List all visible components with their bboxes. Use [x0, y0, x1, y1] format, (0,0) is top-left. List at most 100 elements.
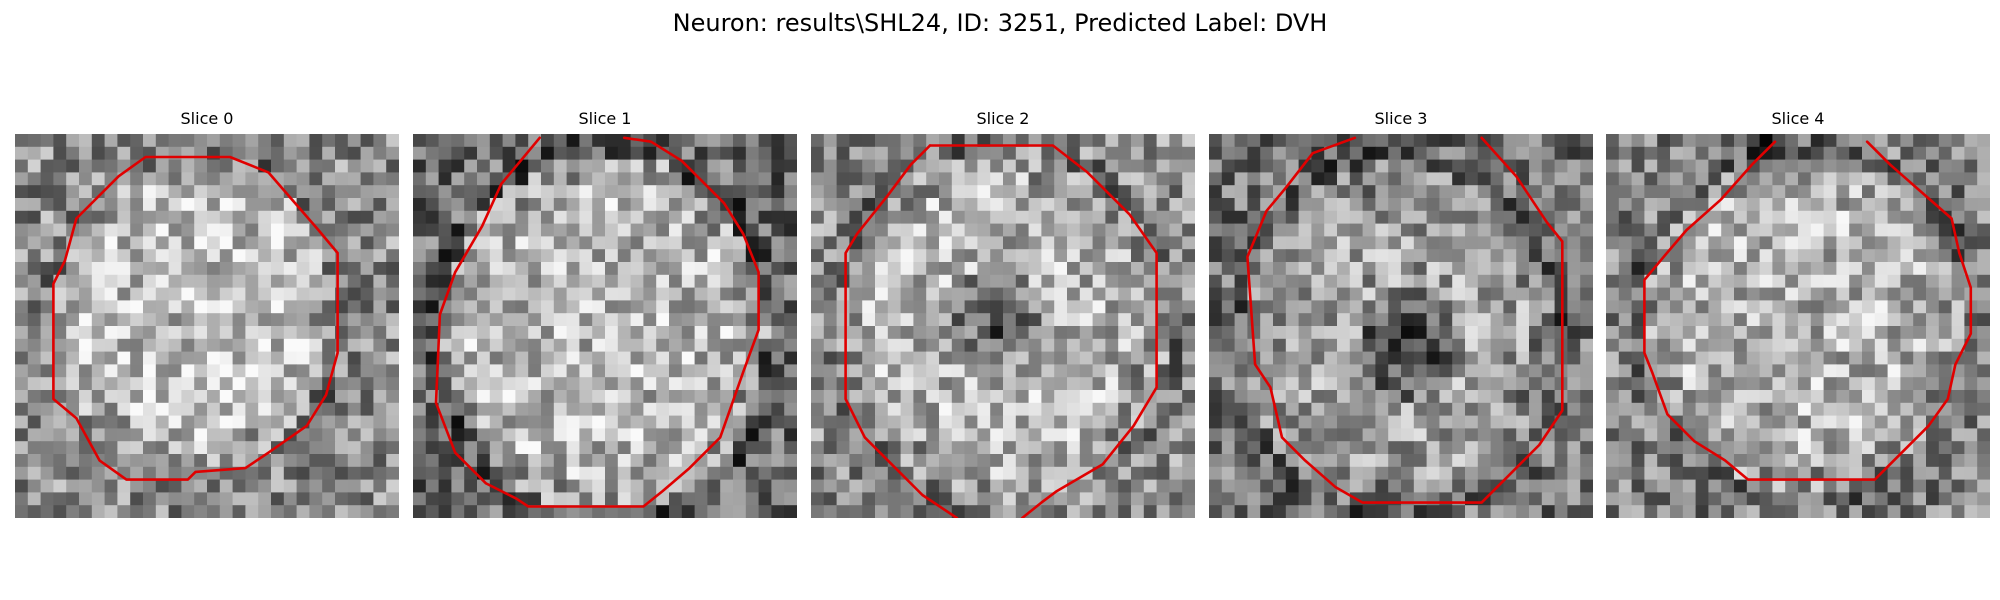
- pixel: [130, 390, 144, 404]
- pixel: [258, 466, 272, 480]
- pixel: [1977, 274, 1990, 288]
- pixel: [875, 313, 889, 327]
- pixel: [1067, 274, 1081, 288]
- pixel: [990, 466, 1004, 480]
- pixel: [720, 492, 734, 506]
- pixel: [1862, 428, 1876, 442]
- pixel: [1003, 415, 1017, 429]
- pixel: [1273, 172, 1287, 186]
- pixel: [1413, 364, 1427, 378]
- pixel: [1143, 351, 1157, 365]
- pixel: [1490, 402, 1504, 416]
- pixel: [1708, 236, 1722, 250]
- pixel: [1413, 287, 1427, 301]
- pixel: [1388, 300, 1402, 314]
- pixel: [413, 236, 427, 250]
- pixel: [1606, 505, 1620, 518]
- pixel: [605, 402, 619, 416]
- pixel: [1234, 364, 1248, 378]
- pixel: [1721, 390, 1735, 404]
- pixel: [681, 313, 695, 327]
- pixel: [1682, 351, 1696, 365]
- pixel: [232, 146, 246, 160]
- pixel: [1079, 505, 1093, 518]
- pixel: [1234, 377, 1248, 391]
- pixel: [617, 454, 631, 468]
- pixel: [219, 338, 233, 352]
- pixel: [1503, 172, 1517, 186]
- pixel: [40, 377, 54, 391]
- pixel: [335, 390, 349, 404]
- pixel: [425, 274, 439, 288]
- pixel: [1670, 441, 1684, 455]
- pixel: [1580, 441, 1593, 455]
- pixel: [79, 466, 93, 480]
- pixel: [681, 428, 695, 442]
- pixel: [541, 338, 555, 352]
- pixel: [130, 185, 144, 199]
- pixel: [977, 505, 991, 518]
- pixel: [425, 236, 439, 250]
- pixel: [168, 159, 182, 173]
- pixel: [811, 223, 825, 237]
- pixel: [1606, 492, 1620, 506]
- pixel: [1209, 454, 1223, 468]
- pixel: [1477, 505, 1491, 518]
- pixel: [1862, 313, 1876, 327]
- pixel: [1477, 454, 1491, 468]
- pixel: [1465, 210, 1479, 224]
- pixel: [1156, 185, 1170, 199]
- pixel: [1169, 351, 1183, 365]
- pixel: [1721, 466, 1735, 480]
- pixel: [27, 415, 41, 429]
- pixel: [1938, 479, 1952, 493]
- pixel: [875, 505, 889, 518]
- pixel: [438, 364, 452, 378]
- pixel: [1580, 287, 1593, 301]
- pixel: [40, 146, 54, 160]
- pixel: [964, 146, 978, 160]
- pixel: [283, 441, 297, 455]
- pixel: [977, 428, 991, 442]
- pixel: [322, 338, 336, 352]
- pixel: [271, 236, 285, 250]
- pixel: [296, 249, 310, 263]
- pixel: [1079, 262, 1093, 276]
- pixel: [1375, 505, 1389, 518]
- pixel: [1874, 454, 1888, 468]
- pixel: [1657, 223, 1671, 237]
- pixel: [1388, 351, 1402, 365]
- pixel: [258, 415, 272, 429]
- pixel: [1606, 287, 1620, 301]
- pixel: [1131, 428, 1145, 442]
- pixel: [130, 428, 144, 442]
- pixel: [1273, 351, 1287, 365]
- pixel: [849, 338, 863, 352]
- pixel: [964, 415, 978, 429]
- pixel: [617, 159, 631, 173]
- pixel: [1003, 390, 1017, 404]
- pixel: [1490, 492, 1504, 506]
- pixel: [1785, 441, 1799, 455]
- pixel: [386, 351, 399, 365]
- pixel: [1298, 428, 1312, 442]
- pixel: [1311, 185, 1325, 199]
- pixel: [579, 146, 593, 160]
- pixel: [694, 466, 708, 480]
- pixel: [425, 505, 439, 518]
- pixel: [1759, 198, 1773, 212]
- pixel: [1028, 274, 1042, 288]
- pixel: [309, 185, 323, 199]
- pixel: [1401, 428, 1415, 442]
- pixel: [1849, 428, 1863, 442]
- pixel: [913, 223, 927, 237]
- pixel: [283, 390, 297, 404]
- pixel: [296, 492, 310, 506]
- pixel: [79, 134, 93, 148]
- pixel: [977, 159, 991, 173]
- pixel: [232, 236, 246, 250]
- pixel: [875, 479, 889, 493]
- pixel: [1156, 402, 1170, 416]
- pixel: [91, 390, 105, 404]
- pixel: [1273, 236, 1287, 250]
